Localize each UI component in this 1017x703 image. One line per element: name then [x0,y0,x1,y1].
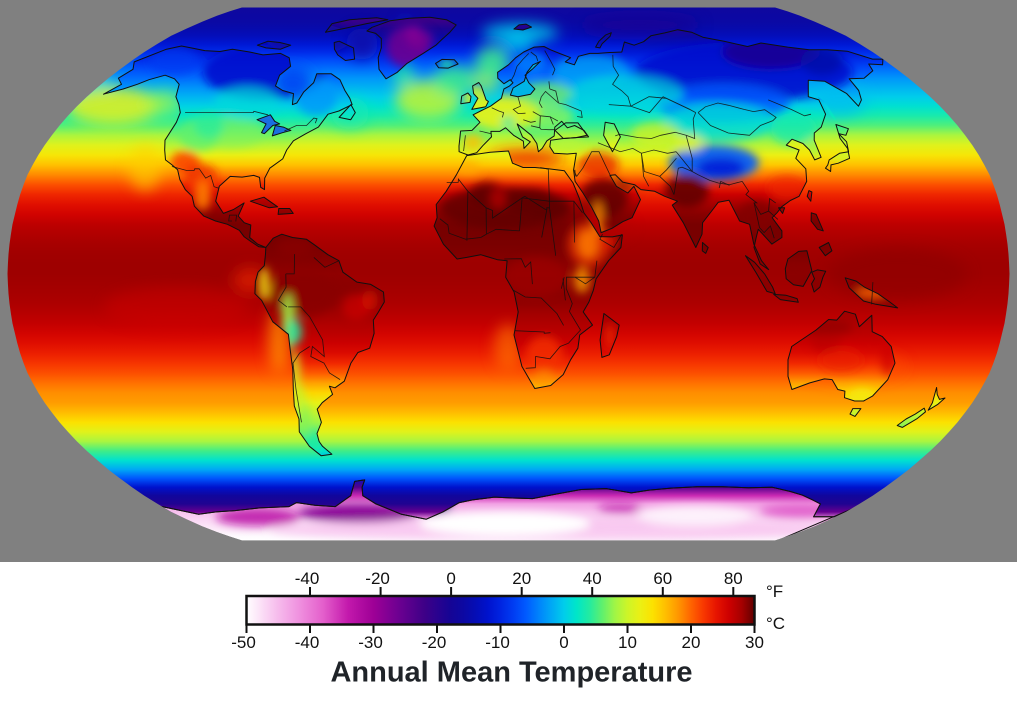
svg-text:40: 40 [583,569,602,588]
svg-text:°F: °F [766,582,783,601]
svg-text:80: 80 [724,569,743,588]
svg-text:-20: -20 [422,633,447,652]
svg-text:20: 20 [512,569,531,588]
svg-text:°C: °C [766,614,785,633]
svg-text:-20: -20 [365,569,390,588]
svg-text:20: 20 [682,633,701,652]
svg-text:-30: -30 [358,633,383,652]
svg-text:-40: -40 [295,633,320,652]
svg-text:-10: -10 [485,633,510,652]
svg-text:Annual Mean Temperature: Annual Mean Temperature [330,657,692,689]
svg-text:0: 0 [559,633,568,652]
svg-text:30: 30 [745,633,764,652]
svg-text:-40: -40 [295,569,320,588]
svg-text:10: 10 [618,633,637,652]
svg-text:0: 0 [446,569,455,588]
svg-text:60: 60 [653,569,672,588]
svg-text:-50: -50 [231,633,256,652]
